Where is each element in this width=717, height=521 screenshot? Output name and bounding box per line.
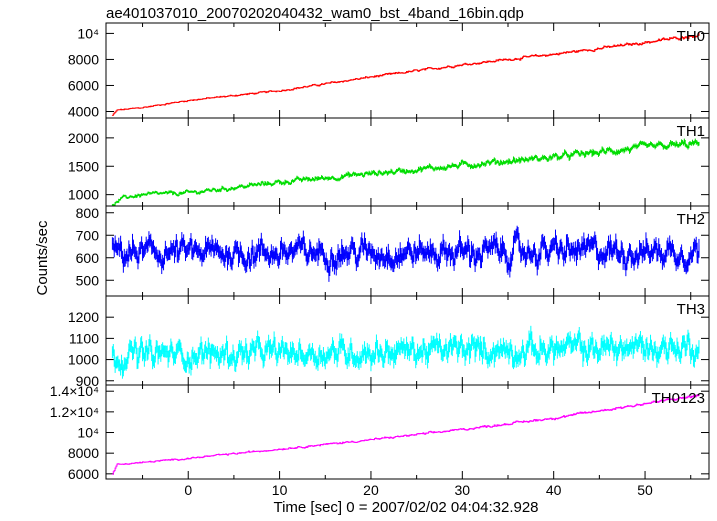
y-tick-label-TH0: 10⁴ bbox=[77, 25, 99, 41]
series-label-TH2: TH2 bbox=[677, 211, 705, 228]
series-line-TH2 bbox=[112, 231, 700, 276]
y-tick-label-TH0123: 1.4×10⁴ bbox=[50, 383, 99, 399]
y-tick-label-TH2: 500 bbox=[76, 272, 100, 288]
panel-frame-TH0 bbox=[105, 22, 710, 119]
y-tick-label-TH0123: 10⁴ bbox=[77, 425, 99, 441]
x-tick-label: 30 bbox=[455, 482, 471, 498]
y-tick-label-TH0123: 6000 bbox=[68, 466, 99, 482]
y-tick-label-TH0: 6000 bbox=[68, 77, 99, 93]
series-line-TH0123 bbox=[112, 394, 700, 475]
panel-frame-TH0123 bbox=[105, 384, 710, 480]
series-line-TH0 bbox=[112, 33, 700, 116]
y-tick-label-TH1: 1000 bbox=[68, 187, 99, 203]
chart-title: ae401037010_20070202040432_wam0_bst_4ban… bbox=[106, 5, 524, 22]
y-tick-label-TH3: 900 bbox=[76, 373, 100, 389]
x-axis-label: Time [sec] 0 = 2007/02/02 04:04:32.928 bbox=[273, 499, 538, 516]
y-tick-label-TH3: 1100 bbox=[69, 330, 99, 346]
series-line-TH3 bbox=[112, 331, 700, 374]
series-label-TH0123: TH0123 bbox=[652, 390, 705, 407]
y-tick-label-TH1: 2000 bbox=[68, 130, 99, 146]
x-tick-label: 40 bbox=[546, 482, 562, 498]
series-label-TH1: TH1 bbox=[677, 123, 705, 140]
y-tick-label-TH3: 1200 bbox=[68, 309, 99, 325]
x-tick-label: 0 bbox=[184, 482, 192, 498]
y-tick-label-TH0: 4000 bbox=[68, 103, 99, 119]
y-tick-label-TH2: 600 bbox=[76, 250, 100, 266]
y-tick-label-TH0123: 1.2×10⁴ bbox=[50, 404, 99, 420]
y-tick-label-TH2: 700 bbox=[76, 227, 100, 243]
x-tick-label: 10 bbox=[272, 482, 288, 498]
y-tick-label-TH1: 1500 bbox=[68, 158, 99, 174]
x-tick-label: 50 bbox=[637, 482, 653, 498]
x-tick-label: 20 bbox=[363, 482, 379, 498]
y-axis-label: Counts/sec bbox=[34, 220, 51, 296]
y-tick-label-TH0: 8000 bbox=[68, 51, 99, 67]
panel-frame-TH3 bbox=[105, 295, 710, 386]
y-tick-label-TH3: 1000 bbox=[68, 352, 99, 368]
series-label-TH3: TH3 bbox=[677, 301, 705, 318]
y-tick-label-TH0123: 8000 bbox=[68, 445, 99, 461]
series-label-TH0: TH0 bbox=[677, 28, 705, 45]
series-line-TH1 bbox=[112, 140, 700, 207]
y-tick-label-TH2: 800 bbox=[76, 205, 100, 221]
